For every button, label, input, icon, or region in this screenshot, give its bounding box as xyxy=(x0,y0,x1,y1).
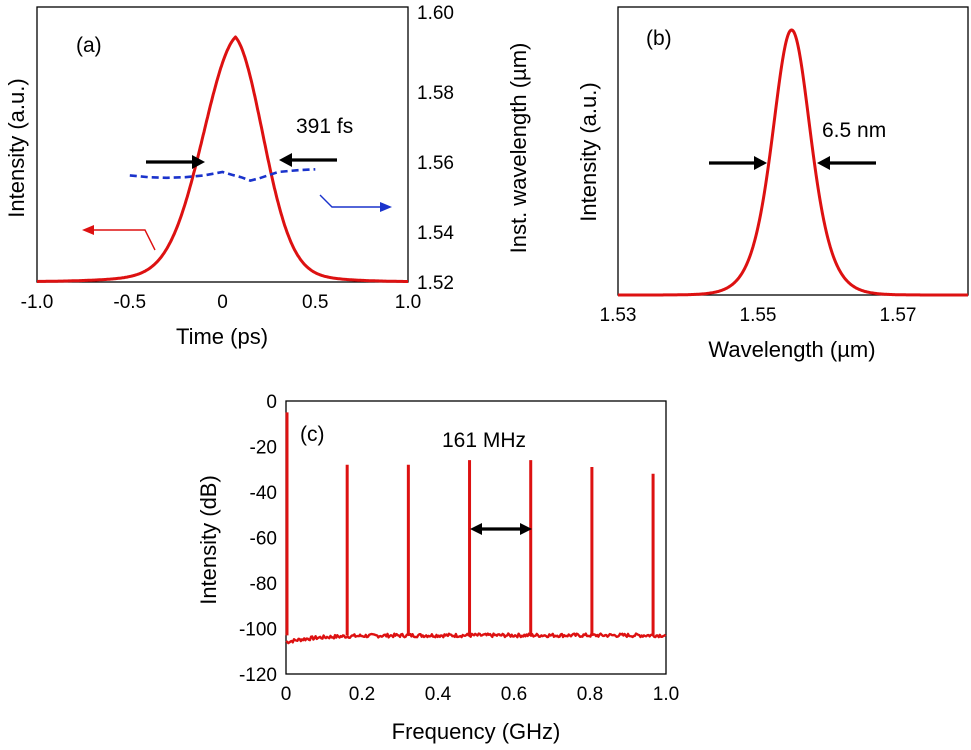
panel-c-spacing-label: 161 MHz xyxy=(442,429,526,452)
panel-a-x-label: Time (ps) xyxy=(176,324,268,349)
panel-c: 0 -20 -40 -60 -80 -100 -120 0 0.2 0.4 0.… xyxy=(196,392,679,744)
panel-a-xtick: -0.5 xyxy=(113,292,146,313)
panel-a-left-axis-pointer xyxy=(85,229,156,251)
panel-b-xtick: 1.57 xyxy=(880,305,917,326)
panel-b: 1.53 1.55 1.57 Wavelength (µm) Intensity… xyxy=(576,6,969,362)
panel-a-y2tick: 1.60 xyxy=(417,3,454,24)
panel-c-y-label: Intensity (dB) xyxy=(196,475,221,605)
panel-b-fwhm-label: 6.5 nm xyxy=(822,119,886,142)
panel-c-spacing-arrowhead-right xyxy=(520,523,532,535)
panel-c-x-label: Frequency (GHz) xyxy=(392,719,561,744)
panel-a-y-label: Intensity (a.u.) xyxy=(4,78,29,217)
panel-b-label: (b) xyxy=(646,27,672,50)
panel-c-x-ticks: 0 0.2 0.4 0.6 0.8 1.0 xyxy=(281,684,680,705)
panel-a-xtick: 0.5 xyxy=(302,292,328,313)
panel-a-xtick: -1.0 xyxy=(21,292,54,313)
panel-a-y2tick: 1.56 xyxy=(417,153,454,174)
panel-c-ytick: -40 xyxy=(250,483,277,504)
panel-c-xtick: 0.6 xyxy=(501,684,527,705)
panel-a-y2tick: 1.52 xyxy=(417,273,454,294)
panel-b-y-label: Intensity (a.u.) xyxy=(576,82,601,221)
panel-c-xtick: 0 xyxy=(281,684,292,705)
panel-b-arrowhead-right xyxy=(817,156,830,170)
panel-a-xtick: 1.0 xyxy=(395,292,421,313)
panel-b-frame xyxy=(617,6,969,296)
panel-b-xtick: 1.55 xyxy=(740,305,777,326)
panel-a-arrowhead-right xyxy=(279,153,292,167)
panel-b-x-label: Wavelength (µm) xyxy=(708,337,875,362)
panel-a-right-axis-pointer-head xyxy=(380,202,392,212)
panel-a-wavelength-line xyxy=(129,168,316,182)
panel-a-label: (a) xyxy=(76,34,102,57)
panel-b-spectrum-line xyxy=(617,28,969,297)
panel-a-fwhm-label: 391 fs xyxy=(296,115,353,138)
panel-a-right-ticks: 1.52 1.54 1.56 1.58 1.60 xyxy=(417,3,454,294)
panel-a-right-axis-pointer xyxy=(319,194,388,208)
panel-a-y2-label: Inst. wavelength (µm) xyxy=(506,43,531,254)
panel-c-ytick: -20 xyxy=(250,438,277,459)
panel-c-xtick: 0.8 xyxy=(577,684,603,705)
panel-a-frame xyxy=(36,6,409,283)
panel-a-intensity-line xyxy=(36,35,409,283)
panel-c-xtick: 0.2 xyxy=(349,684,375,705)
panel-c-ytick: -60 xyxy=(250,529,277,550)
panel-b-arrowhead-left xyxy=(754,156,767,170)
panel-a-x-ticks: -1.0 -0.5 0 0.5 1.0 xyxy=(21,292,422,313)
panel-c-xtick: 1.0 xyxy=(653,684,679,705)
panel-a-y2tick: 1.54 xyxy=(417,223,454,244)
panel-c-ytick: 0 xyxy=(266,392,277,413)
panel-c-y-ticks: 0 -20 -40 -60 -80 -100 -120 xyxy=(239,392,277,686)
panel-a-arrowhead-left xyxy=(192,155,205,169)
panel-c-peaks xyxy=(285,412,655,636)
panel-c-ytick: -120 xyxy=(239,665,277,686)
panel-a-left-axis-pointer-head xyxy=(82,225,94,235)
panel-c-noise-floor xyxy=(285,632,667,645)
panel-a: -1.0 -0.5 0 0.5 1.0 1.52 1.54 1.56 1.58 … xyxy=(4,3,531,349)
panel-a-y2tick: 1.58 xyxy=(417,83,454,104)
panel-c-label: (c) xyxy=(300,423,325,446)
panel-c-xtick: 0.4 xyxy=(425,684,452,705)
panel-c-ytick: -80 xyxy=(250,574,277,595)
panel-b-xtick: 1.53 xyxy=(600,305,637,326)
panel-c-ytick: -100 xyxy=(239,620,277,641)
panel-a-xtick: 0 xyxy=(217,292,228,313)
panel-c-spacing-arrowhead-left xyxy=(470,523,482,535)
